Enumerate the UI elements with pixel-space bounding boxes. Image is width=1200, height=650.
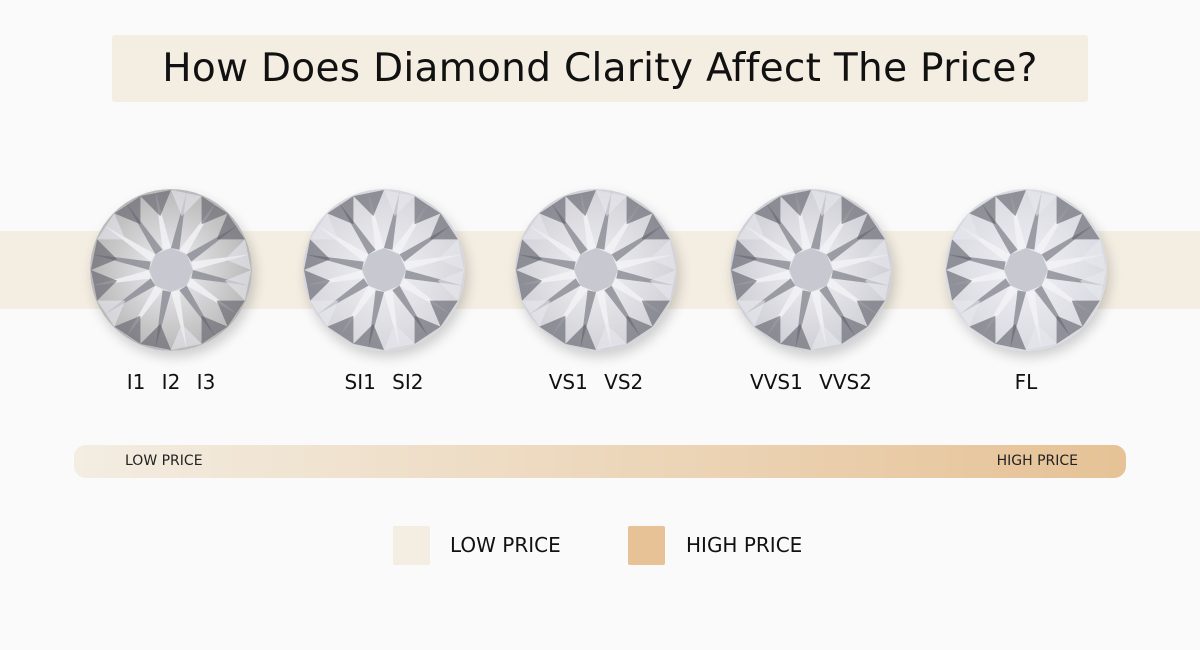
clarity-grade-label: SI1 SI2	[344, 370, 424, 394]
legend-swatch-low	[393, 526, 430, 565]
clarity-grade-label: VS1 VS2	[548, 370, 644, 394]
title-banner: How Does Diamond Clarity Affect The Pric…	[112, 35, 1088, 102]
legend-label-high: HIGH PRICE	[686, 533, 803, 557]
diamond-image	[515, 189, 677, 351]
price-bar-low-label: LOW PRICE	[125, 453, 203, 469]
clarity-grade-label: FL	[1014, 370, 1038, 394]
price-bar-high-label: HIGH PRICE	[996, 453, 1078, 469]
price-gradient-bar: LOW PRICE HIGH PRICE	[74, 445, 1126, 478]
clarity-grade-label: VVS1 VVS2	[750, 370, 872, 394]
clarity-grade-label: I1 I2 I3	[126, 370, 216, 394]
legend-label-low: LOW PRICE	[450, 533, 561, 557]
diamond-image	[730, 189, 892, 351]
legend-swatch-high	[628, 526, 665, 565]
page-title: How Does Diamond Clarity Affect The Pric…	[162, 46, 1038, 91]
diamond-image	[303, 189, 465, 351]
diamond-image	[945, 189, 1107, 351]
diamond-image	[90, 189, 252, 351]
